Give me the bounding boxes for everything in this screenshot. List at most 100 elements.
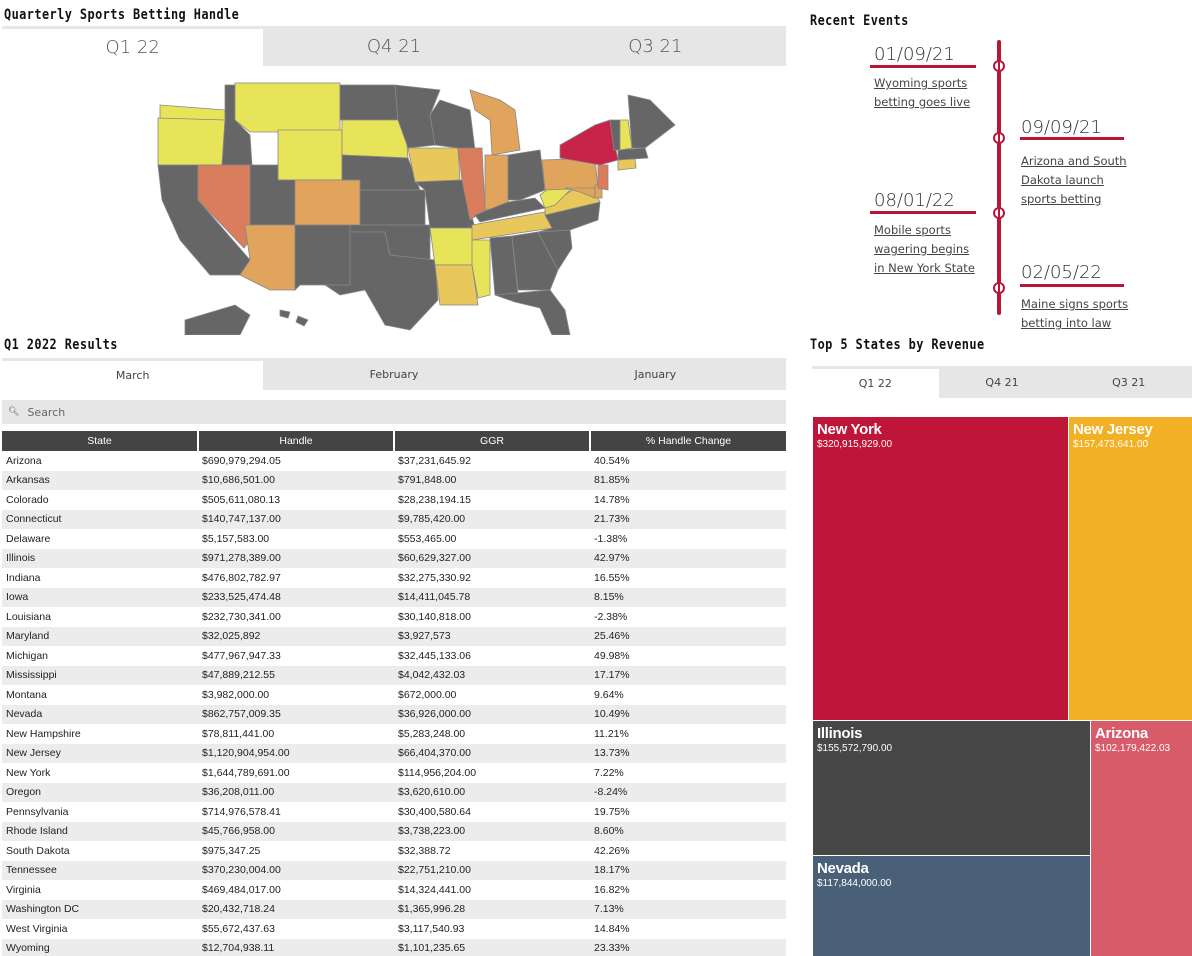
state-hawaii[interactable] — [279, 309, 309, 327]
tab-top5-q1-22[interactable]: Q1 22 — [812, 366, 939, 398]
state-georgia[interactable] — [511, 231, 559, 291]
table-row[interactable]: Arizona $690,979,294.05 $37,231,645.92 40.5… — [2, 451, 786, 471]
state-mississippi[interactable] — [471, 239, 491, 299]
table-row[interactable]: Maryland $32,025,892 $3,927,573 25.46% — [2, 626, 786, 646]
tab-february[interactable]: February — [369, 367, 419, 381]
column-header[interactable]: State — [2, 431, 199, 451]
table-row[interactable]: Connecticut $140,747,137.00 $9,785,420.00 2… — [2, 509, 786, 529]
table-row[interactable]: New Jersey $1,120,904,954.00 $66,404,370.0… — [2, 743, 786, 763]
table-cell: $28,238,194.15 — [398, 493, 471, 506]
timeline-marker[interactable] — [993, 132, 1005, 144]
table-row[interactable]: Wyoming $12,704,938.11 $1,101,235.65 23.33% — [2, 938, 786, 956]
table-row[interactable]: Montana $3,982,000.00 $672,000.00 9.64% — [2, 685, 786, 705]
table-row[interactable]: Oregon $36,208,011.00 $3,620,610.00 -8.24% — [2, 782, 786, 802]
treemap-cell-illinois[interactable]: Illinois $155,572,790.00 — [813, 721, 1090, 855]
treemap-cell-new-jersey[interactable]: New Jersey $157,473,641.00 — [1069, 417, 1192, 720]
us-choropleth-map — [157, 82, 676, 335]
table-cell: $370,230,004.00 — [198, 860, 394, 880]
event-link[interactable]: Maine signs sports betting into law — [1021, 297, 1129, 330]
quarter-tabbar: Q1 22 Q4 21 Q3 21 — [2, 26, 786, 66]
table-row[interactable]: South Dakota $975,347.25 $32,388.72 42.26% — [2, 841, 786, 861]
state-maine[interactable] — [627, 94, 676, 149]
table-cell: Washington DC — [2, 899, 198, 919]
state-new-york[interactable] — [559, 119, 619, 166]
table-row[interactable]: Michigan $477,967,947.33 $32,445,133.06 49.… — [2, 646, 786, 666]
table-cell: $78,811,441.00 — [202, 727, 275, 740]
table-row[interactable]: New York $1,644,789,691.00 $114,956,204.00… — [2, 763, 786, 783]
top5-tabbar: Q1 22 Q4 21 Q3 21 — [812, 366, 1192, 398]
state-florida[interactable] — [494, 289, 571, 335]
treemap-cell-arizona[interactable]: Arizona $102,179,422.03 — [1091, 721, 1192, 956]
table-cell: 42.26% — [594, 844, 630, 857]
tab-q1-22[interactable]: Q1 22 — [2, 26, 264, 66]
state-indiana[interactable] — [484, 154, 509, 211]
state-louisiana[interactable] — [434, 264, 479, 306]
state-montana[interactable] — [234, 82, 341, 133]
tab-january[interactable]: January — [634, 367, 677, 381]
event-date: 01/09/21 — [874, 44, 955, 65]
results-title: Q1 2022 Results — [4, 337, 118, 353]
table-row[interactable]: Illinois $971,278,389.00 $60,629,327.00 42.… — [2, 548, 786, 568]
state-massachusetts[interactable] — [617, 147, 649, 161]
table-row[interactable]: Colorado $505,611,080.13 $28,238,194.15 14.… — [2, 490, 786, 510]
state-ohio[interactable] — [507, 149, 546, 201]
event-link[interactable]: Mobile sports wagering begins in New Yor… — [874, 223, 975, 275]
month-tabbar: March February January — [2, 358, 786, 390]
timeline-marker[interactable] — [993, 207, 1005, 219]
event-link[interactable]: Wyoming sports betting goes live — [874, 76, 971, 109]
table-row[interactable]: Iowa $233,525,474.48 $14,411,045.78 8.15% — [2, 587, 786, 607]
state-new-jersey[interactable] — [597, 164, 609, 191]
table-cell: $32,025,892 — [198, 626, 394, 646]
treemap-cell-nevada[interactable]: Nevada $117,844,000.00 — [813, 856, 1090, 956]
state-new-mexico[interactable] — [294, 224, 351, 291]
state-alaska[interactable] — [184, 304, 251, 335]
table-cell: $32,388.72 — [398, 844, 451, 857]
table-row[interactable]: West Virginia $55,672,437.63 $3,117,540.93… — [2, 919, 786, 939]
state-washington[interactable] — [159, 104, 226, 121]
table-cell: 18.17% — [590, 860, 786, 880]
table-cell: New Hampshire — [6, 727, 81, 740]
table-row[interactable]: Delaware $5,157,583.00 $553,465.00 -1.38% — [2, 529, 786, 549]
table-row[interactable]: Rhode Island $45,766,958.00 $3,738,223.00 8… — [2, 821, 786, 841]
table-cell: $1,644,789,691.00 — [202, 766, 290, 779]
table-row[interactable]: Virginia $469,484,017.00 $14,324,441.00 16.… — [2, 880, 786, 900]
tab-march[interactable]: March — [2, 358, 264, 390]
column-header[interactable]: % Handle Change — [590, 431, 786, 451]
state-kansas[interactable] — [359, 189, 426, 226]
tab-top5-q3-21[interactable]: Q3 21 — [1112, 375, 1146, 389]
column-header[interactable]: GGR — [394, 431, 591, 451]
state-south-dakota[interactable] — [341, 119, 409, 159]
table-row[interactable]: Arkansas $10,686,501.00 $791,848.00 81.85% — [2, 470, 786, 490]
column-header[interactable]: Handle — [198, 431, 395, 451]
table-row[interactable]: Indiana $476,802,782.97 $32,275,330.92 16.5… — [2, 568, 786, 588]
table-row[interactable]: Washington DC $20,432,718.24 $1,365,996.28… — [2, 899, 786, 919]
table-cell: 25.46% — [590, 626, 786, 646]
table-row[interactable]: Tennessee $370,230,004.00 $22,751,210.00 18… — [2, 860, 786, 880]
state-wyoming[interactable] — [277, 129, 343, 181]
table-row[interactable]: New Hampshire $78,811,441.00 $5,283,248.00… — [2, 724, 786, 744]
handle-title: Quarterly Sports Betting Handle — [4, 7, 240, 23]
search-input[interactable] — [27, 405, 728, 419]
table-row[interactable]: Pennsylvania $714,976,578.41 $30,400,580.6… — [2, 802, 786, 822]
table-row[interactable]: Nevada $862,757,009.35 $36,926,000.00 10.49… — [2, 704, 786, 724]
table-row[interactable]: Louisiana $232,730,341.00 $30,140,818.00 -2… — [2, 607, 786, 627]
table-cell: $20,432,718.24 — [198, 899, 394, 919]
table-row[interactable]: Mississippi $47,889,212.55 $4,042,432.03 17… — [2, 665, 786, 685]
tab-q3-21[interactable]: Q3 21 — [628, 35, 683, 57]
state-oregon[interactable] — [157, 117, 226, 166]
state-north-dakota[interactable] — [339, 84, 399, 121]
state-iowa[interactable] — [407, 147, 461, 183]
state-colorado[interactable] — [294, 179, 361, 226]
state-wisconsin[interactable] — [429, 99, 476, 151]
state-texas[interactable] — [323, 231, 439, 331]
event-link[interactable]: Arizona and South Dakota launch sports b… — [1021, 154, 1127, 206]
tab-q4-21[interactable]: Q4 21 — [366, 35, 422, 57]
treemap-cell-new-york[interactable]: New York $320,915,929.00 — [813, 417, 1068, 720]
table-cell: -1.38% — [594, 532, 628, 545]
tab-top5-q4-21[interactable]: Q4 21 — [985, 375, 1019, 389]
state-kentucky[interactable] — [474, 197, 546, 223]
state-michigan[interactable] — [469, 89, 521, 156]
timeline-marker[interactable] — [993, 282, 1005, 294]
state-arkansas[interactable] — [429, 227, 476, 266]
timeline-marker[interactable] — [993, 60, 1005, 72]
